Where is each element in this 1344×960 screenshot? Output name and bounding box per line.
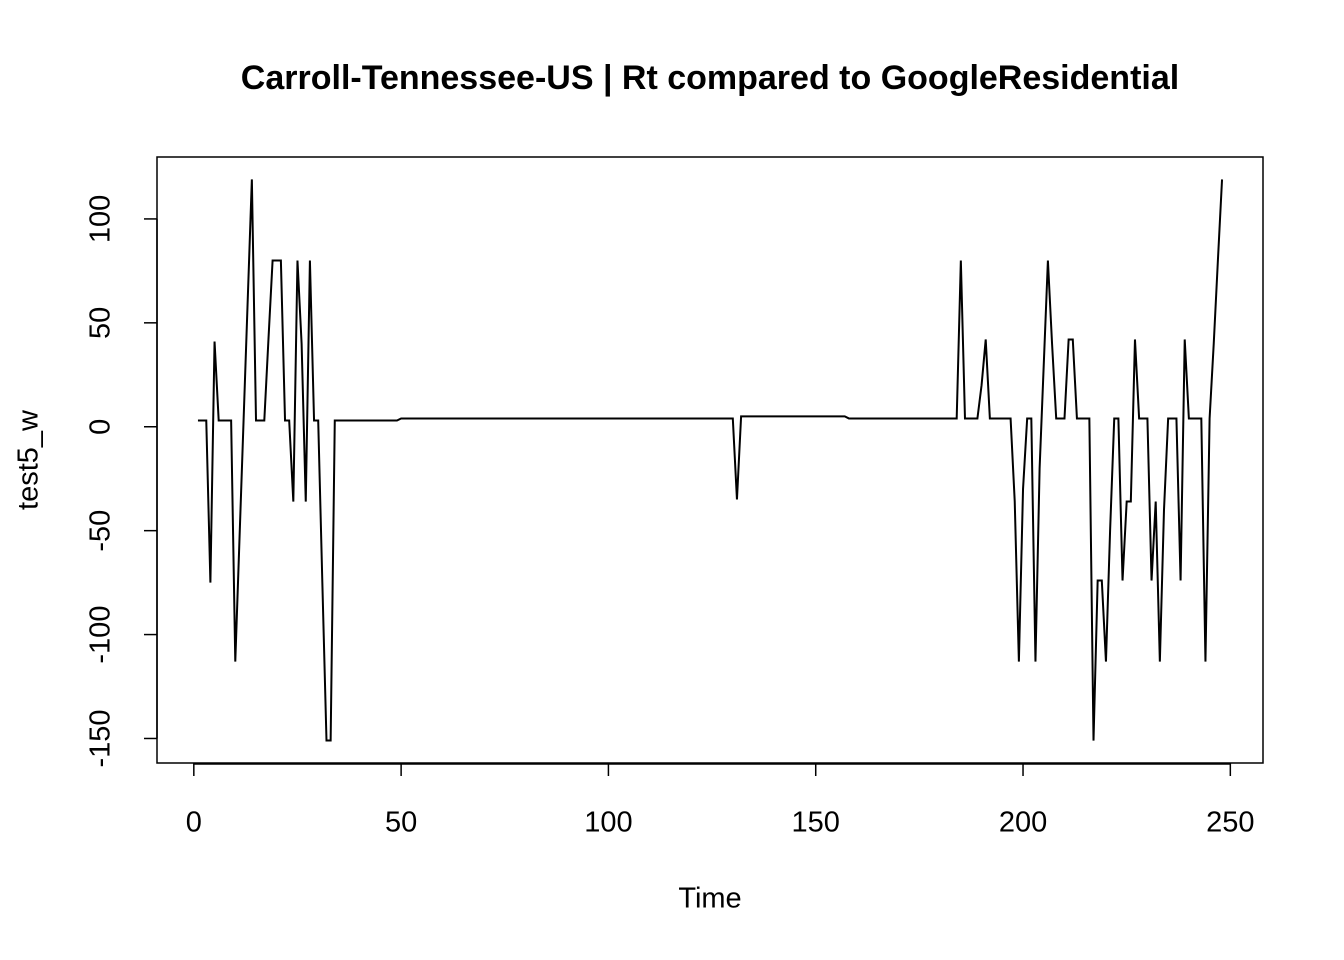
- plot-box: [156, 156, 1264, 764]
- x-tick-label: 200: [999, 807, 1047, 839]
- x-axis-label: Time: [678, 883, 741, 915]
- series-line: [197, 179, 1224, 742]
- y-tick-label: 50: [85, 307, 117, 339]
- y-tick-label: -150: [85, 709, 117, 767]
- x-tick-label: 50: [385, 807, 417, 839]
- y-tick-label: 100: [85, 195, 117, 243]
- chart-title: Carroll-Tennessee-US | Rt compared to Go…: [241, 59, 1179, 97]
- y-tick-label: -100: [85, 606, 117, 664]
- y-axis-label: test5_w: [13, 409, 45, 510]
- x-tick-label: 100: [584, 807, 632, 839]
- x-tick-label: 250: [1206, 807, 1254, 839]
- y-tick-label: 0: [85, 419, 117, 435]
- x-tick-label: 0: [186, 807, 202, 839]
- x-tick-label: 150: [792, 807, 840, 839]
- y-tick-label: -50: [85, 510, 117, 552]
